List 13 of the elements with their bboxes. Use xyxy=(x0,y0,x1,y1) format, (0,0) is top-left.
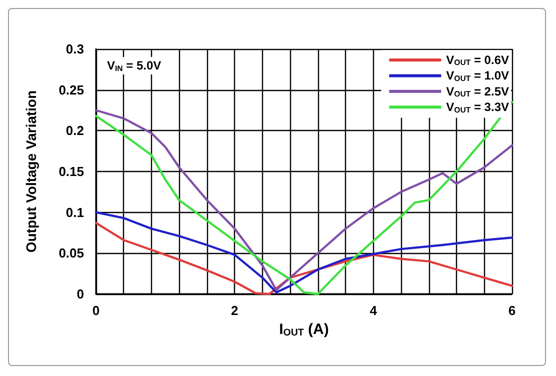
x-tick-label: 2 xyxy=(231,303,238,318)
y-tick-label: 0.25 xyxy=(58,82,84,98)
y-tick-label: 0.05 xyxy=(58,246,84,261)
y-tick-label: 0 xyxy=(76,286,84,302)
y-tick-label: 0.3 xyxy=(66,42,84,56)
y-tick-label: 0.1 xyxy=(66,204,84,220)
x-tick-label: 4 xyxy=(370,303,378,318)
x-tick-label: 0 xyxy=(92,303,100,318)
x-axis-title: IOUT (A) xyxy=(279,320,329,338)
y-tick-label: 0.15 xyxy=(58,164,84,179)
y-axis-title: Output Voltage Variation xyxy=(23,90,39,253)
y-tick-label: 0.2 xyxy=(66,123,84,138)
x-tick-label: 6 xyxy=(508,303,516,318)
